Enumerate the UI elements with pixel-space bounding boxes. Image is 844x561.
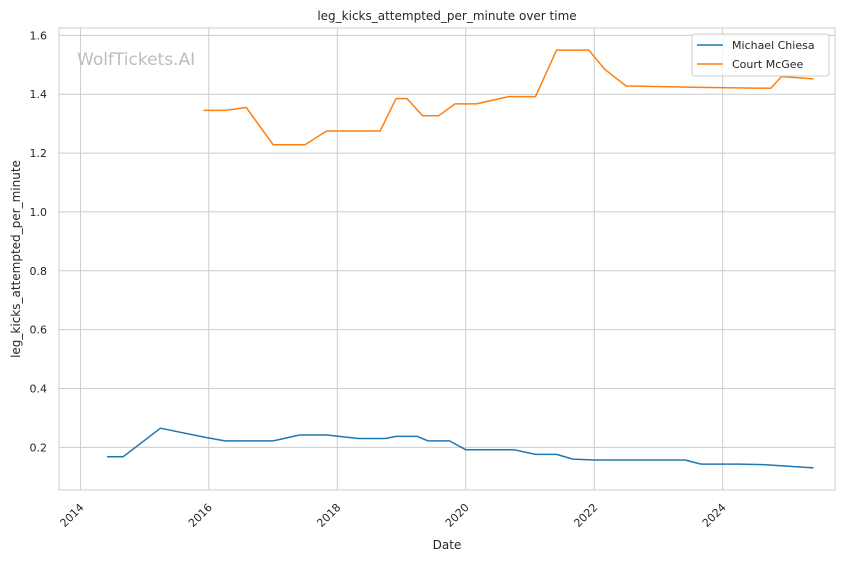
- y-tick-label: 0.6: [30, 324, 48, 337]
- y-tick-label: 1.6: [30, 29, 48, 42]
- x-tick-labels: 2014 2016 2018 2020 2022 2024: [58, 501, 729, 530]
- plot-background: [59, 28, 835, 490]
- y-tick-label: 0.2: [30, 441, 48, 454]
- x-tick-label: 2022: [571, 501, 600, 530]
- legend-label-court-mcgee: Court McGee: [732, 58, 804, 71]
- y-tick-label: 1.4: [30, 88, 48, 101]
- plot-frame: [58, 27, 836, 491]
- y-tick-label: 0.4: [30, 382, 48, 395]
- series-lines: [107, 49, 814, 469]
- y-axis-label: leg_kicks_attempted_per_minute: [9, 160, 23, 358]
- chart-title: leg_kicks_attempted_per_minute over time: [317, 9, 576, 23]
- y-tick-label: 0.8: [30, 265, 48, 278]
- x-gridlines: [79, 28, 724, 490]
- x-tick-label: 2016: [186, 501, 215, 530]
- legend-box: [691, 33, 830, 77]
- y-tick-label: 1.2: [30, 147, 48, 160]
- x-tick-label: 2014: [58, 501, 87, 530]
- watermark: WolfTickets.AI: [77, 50, 195, 70]
- series-line-court-mcgee: [203, 49, 814, 146]
- series-line-michael-chiesa: [107, 427, 814, 469]
- x-tick-label: 2020: [443, 501, 472, 530]
- x-tick-label: 2024: [700, 501, 729, 530]
- y-tick-label: 1.0: [30, 206, 48, 219]
- x-tick-label: 2018: [314, 501, 343, 530]
- x-axis-label: Date: [433, 538, 462, 552]
- legend-label-michael-chiesa: Michael Chiesa: [732, 39, 815, 52]
- y-tick-labels: 0.2 0.4 0.6 0.8 1.0 1.2 1.4 1.6: [30, 29, 48, 454]
- legend: Michael Chiesa Court McGee: [691, 33, 830, 77]
